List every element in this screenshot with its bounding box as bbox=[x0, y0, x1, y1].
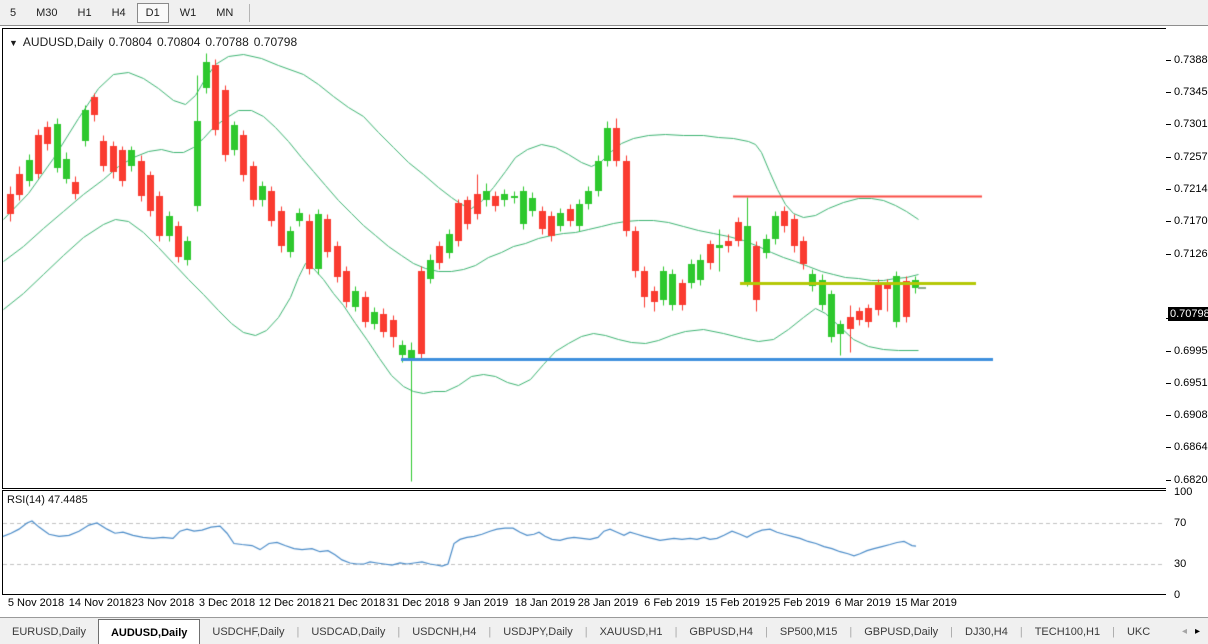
price-axis-tick bbox=[1166, 415, 1171, 416]
tab-separator: | bbox=[765, 625, 768, 638]
rsi-axis-label: 100 bbox=[1174, 486, 1193, 498]
date-axis-label: 12 Dec 2018 bbox=[258, 597, 322, 609]
price-axis-tick bbox=[1166, 480, 1171, 481]
tab-separator: | bbox=[584, 625, 588, 638]
price-axis-tick bbox=[1166, 157, 1171, 158]
current-price-tag: 0.70798 bbox=[1168, 307, 1208, 321]
price-axis-label: 0.68200 bbox=[1174, 474, 1208, 486]
chart-tab-bar: EURUSD,Daily AUDUSD,Daily USDCHF,Daily | USD… bbox=[0, 617, 1208, 644]
date-axis-label: 9 Jan 2019 bbox=[453, 597, 509, 609]
chart-tab-tech100[interactable]: TECH100,H1 bbox=[1034, 625, 1101, 638]
rsi-indicator-panel[interactable]: RSI(14) 47.4485 bbox=[2, 490, 1167, 595]
chart-symbol-label: AUDUSD,Daily bbox=[22, 35, 104, 49]
chart-tab-usdcad[interactable]: USDCAD,Daily bbox=[311, 625, 386, 638]
price-axis-tick bbox=[1166, 254, 1171, 255]
date-axis-label: 28 Jan 2019 bbox=[577, 597, 639, 609]
price-axis-tick bbox=[1166, 92, 1171, 93]
date-axis-label: 6 Feb 2019 bbox=[644, 597, 700, 609]
tab-separator: | bbox=[1019, 625, 1023, 638]
quote-open: 0.70804 bbox=[108, 35, 152, 49]
timeframe-button-h4[interactable]: H4 bbox=[111, 6, 126, 19]
date-axis-label: 21 Dec 2018 bbox=[322, 597, 386, 609]
chart-tab-audusd[interactable]: AUDUSD,Daily bbox=[97, 619, 201, 644]
chart-tab-eurusd[interactable]: EURUSD,Daily bbox=[12, 625, 86, 638]
tab-separator: | bbox=[950, 625, 954, 638]
tab-separator: | bbox=[849, 625, 853, 638]
date-axis-label: 15 Feb 2019 bbox=[705, 597, 767, 609]
chart-tab-usdjpy[interactable]: USDJPY,Daily bbox=[503, 625, 573, 638]
date-axis-label: 3 Dec 2018 bbox=[198, 597, 256, 609]
timeframe-toolbar: 5 M30 H1 H4 D1 W1 MN bbox=[0, 0, 1208, 26]
date-axis-label: 6 Mar 2019 bbox=[835, 597, 891, 609]
date-axis-label: 31 Dec 2018 bbox=[386, 597, 450, 609]
date-axis-label: 15 Mar 2019 bbox=[895, 597, 957, 609]
rsi-axis-label: 0 bbox=[1174, 589, 1181, 601]
rsi-label: RSI(14) bbox=[7, 494, 45, 506]
chart-tab-sp500[interactable]: SP500,M15 bbox=[779, 625, 838, 638]
chart-tab-dj30[interactable]: DJ30,H4 bbox=[965, 625, 1008, 638]
candlestick-chart-canvas[interactable] bbox=[3, 29, 1164, 486]
price-axis-tick bbox=[1166, 221, 1171, 222]
timeframe-button-h1[interactable]: H1 bbox=[77, 6, 92, 19]
rsi-value: 47.4485 bbox=[47, 494, 88, 506]
tab-separator: | bbox=[674, 625, 678, 638]
price-axis-tick bbox=[1166, 60, 1171, 61]
chart-tab-usdchf[interactable]: USDCHF,Daily bbox=[212, 625, 285, 638]
price-axis-tick bbox=[1166, 189, 1171, 190]
chevron-down-icon: ▼ bbox=[9, 38, 18, 48]
toolbar-separator bbox=[249, 3, 251, 22]
chart-title: ▼ AUDUSD,Daily 0.70804 0.70804 0.70788 0.7079… bbox=[9, 35, 297, 49]
date-axis-label: 18 Jan 2019 bbox=[514, 597, 576, 609]
rsi-axis-label: 30 bbox=[1174, 558, 1187, 570]
tab-separator: | bbox=[397, 625, 401, 638]
rsi-axis-label: 70 bbox=[1174, 517, 1187, 529]
date-axis: 5 Nov 2018 14 Nov 2018 23 Nov 2018 3 Dec 20… bbox=[2, 595, 1165, 616]
price-chart-panel[interactable]: ▼ AUDUSD,Daily 0.70804 0.70804 0.70788 0.7079… bbox=[2, 28, 1167, 489]
chart-tab-gbpusd[interactable]: GBPUSD,Daily bbox=[864, 625, 939, 638]
chart-tab-ukc[interactable]: UKC bbox=[1126, 625, 1151, 638]
date-axis-label: 25 Feb 2019 bbox=[768, 597, 830, 609]
price-axis-tick bbox=[1166, 383, 1171, 384]
quote-high: 0.70804 bbox=[157, 35, 201, 49]
tab-separator: | bbox=[1112, 625, 1115, 638]
quote-low: 0.70788 bbox=[205, 35, 249, 49]
quote-close: 0.70798 bbox=[253, 35, 298, 49]
tab-separator: | bbox=[296, 625, 300, 638]
price-axis-tick bbox=[1166, 447, 1171, 448]
tab-scroll-right-icon[interactable]: ▸ bbox=[1194, 626, 1200, 637]
rsi-chart-canvas[interactable] bbox=[3, 491, 1164, 592]
chart-tab-xauusd[interactable]: XAUUSD,H1 bbox=[599, 625, 663, 638]
date-axis-label: 5 Nov 2018 bbox=[7, 597, 65, 609]
timeframe-button-d1[interactable]: D1 bbox=[136, 2, 169, 23]
tab-separator: | bbox=[488, 625, 492, 638]
price-axis-tick bbox=[1166, 124, 1171, 125]
date-axis-label: 14 Nov 2018 bbox=[68, 597, 132, 609]
timeframe-button-w1[interactable]: W1 bbox=[179, 6, 197, 19]
chart-tab-usdcnh[interactable]: USDCNH,H4 bbox=[412, 625, 477, 638]
timeframe-button-mn[interactable]: MN bbox=[216, 6, 234, 19]
tab-scroll-left-icon[interactable]: ◂ bbox=[1181, 626, 1187, 637]
timeframe-button-m30[interactable]: M30 bbox=[36, 6, 58, 19]
tab-scroll-arrows: ◂ ▸ bbox=[1178, 618, 1208, 644]
price-axis-tick bbox=[1166, 351, 1171, 352]
rsi-title: RSI(14) 47.4485 bbox=[7, 494, 88, 506]
chart-tab-gbpusd[interactable]: GBPUSD,H4 bbox=[689, 625, 753, 638]
date-axis-label: 23 Nov 2018 bbox=[131, 597, 195, 609]
timeframe-button-5[interactable]: 5 bbox=[10, 6, 17, 19]
